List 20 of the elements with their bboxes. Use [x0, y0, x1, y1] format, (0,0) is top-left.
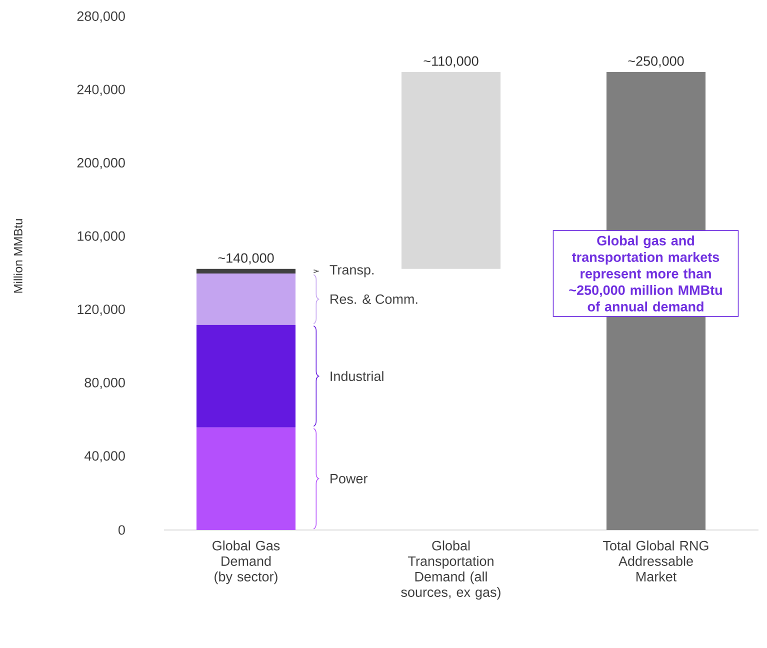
y-tick-label: 80,000 — [84, 378, 125, 389]
text: Power — [330, 474, 368, 484]
y-tick-label: 280,000 — [77, 11, 125, 23]
y-tick-label: 160,000 — [78, 231, 125, 242]
annotation: Global gas and transportation markets represent more than ~250,000 million MMBtu of annual demand — [569, 236, 722, 312]
y-tick-label: 40,000 — [84, 451, 125, 462]
annotation: ~250,000 — [628, 56, 684, 68]
x-tick-label: Global Transportation Demand (all sources, ex gas) — [401, 540, 500, 600]
x-tick-label: Global Gas Demand (by sector) — [212, 540, 280, 584]
text: Industrial — [330, 371, 384, 382]
x-tick-label: Total Global RNG Addressable Market — [603, 540, 708, 582]
y-tick-label: 240,000 — [77, 84, 125, 96]
annotation: ~140,000 — [218, 253, 274, 264]
text: Res. & Comm. — [330, 294, 418, 304]
annotation: ~110,000 — [424, 56, 478, 68]
y-tick-label: 200,000 — [77, 158, 125, 170]
legend-label: Transp. — [330, 265, 374, 278]
y-axis-title: Million MMBtu — [14, 219, 22, 293]
y-tick-label: 120,000 — [78, 304, 125, 316]
y-tick-label: 0 — [118, 525, 125, 535]
